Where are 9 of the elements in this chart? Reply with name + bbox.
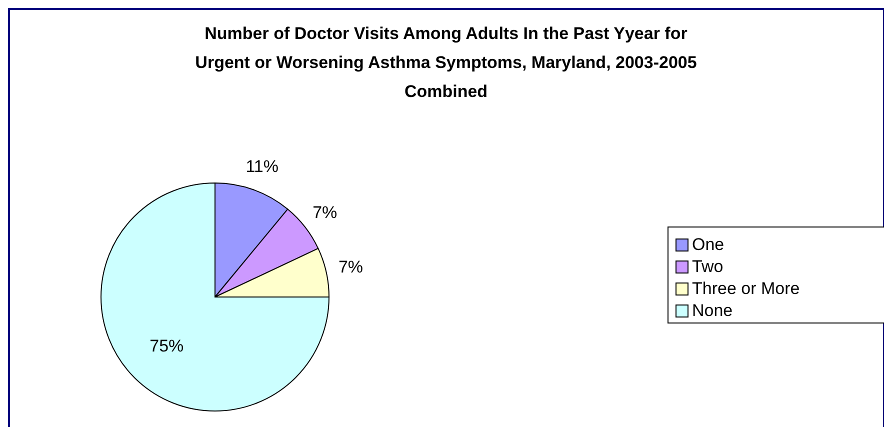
legend-label: None	[692, 301, 733, 320]
data-label: 7%	[338, 258, 364, 277]
legend-label: One	[692, 235, 724, 254]
data-label: 11%	[246, 157, 278, 176]
legend-label: Two	[692, 257, 724, 276]
data-label: 75%	[150, 336, 184, 356]
chart-title: Number of Doctor Visits Among Adults In the Past Yyear for Urgent or Worsening Asthma Symptoms, Maryland, 2003-2005 Combined	[195, 24, 697, 101]
legend-label: Three or More	[692, 279, 800, 298]
data-label: 7%	[312, 202, 338, 222]
